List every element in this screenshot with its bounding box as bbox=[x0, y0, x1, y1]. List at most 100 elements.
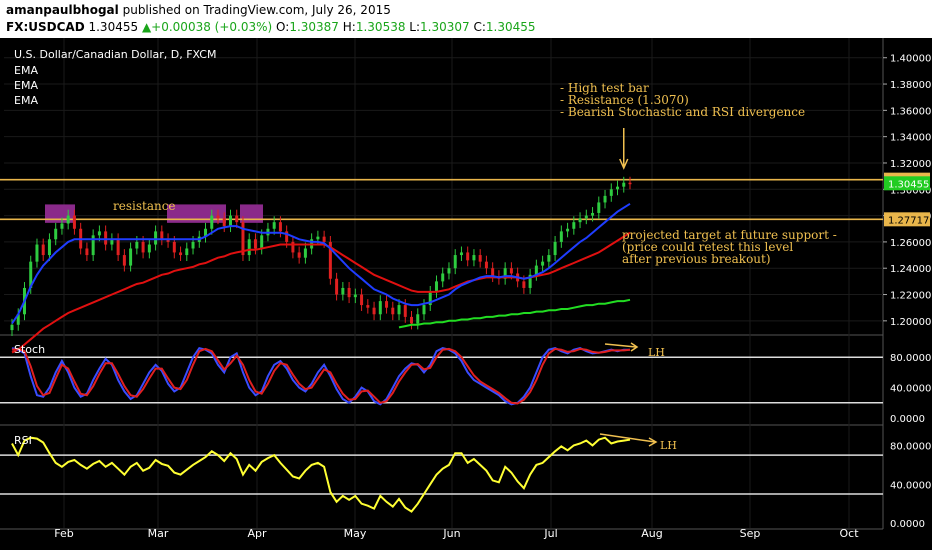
price-tick-label: 1.22000 bbox=[890, 291, 931, 302]
candle bbox=[410, 310, 414, 330]
candle-body bbox=[391, 307, 395, 315]
open-label: O: bbox=[276, 20, 290, 34]
axes: Feb Mar Apr May Jun Jul Aug Sep Oct 1.40000 1.3800… bbox=[54, 54, 931, 540]
candle-body bbox=[291, 241, 295, 253]
candle-body bbox=[441, 273, 445, 282]
price-tick-label: 1.30000 bbox=[890, 185, 931, 196]
open-value: 1.30387 bbox=[289, 20, 339, 34]
candle-body bbox=[35, 244, 39, 262]
candle-body bbox=[166, 239, 170, 242]
candle-body bbox=[591, 212, 595, 216]
x-tick-label: May bbox=[344, 527, 367, 540]
candle-body bbox=[97, 231, 101, 236]
candle-body bbox=[278, 222, 282, 232]
stoch-pane bbox=[0, 342, 883, 406]
price-tick-label: 1.26000 bbox=[890, 238, 931, 249]
candle bbox=[328, 235, 332, 285]
candle bbox=[47, 233, 51, 261]
chart-background bbox=[0, 38, 932, 550]
x-tick-label: Sep bbox=[740, 527, 761, 540]
candle-body bbox=[228, 215, 232, 227]
candle bbox=[553, 235, 557, 261]
candle bbox=[366, 299, 370, 314]
candle bbox=[291, 235, 295, 259]
change-up-icon: ▲ bbox=[141, 20, 152, 34]
candle bbox=[466, 246, 470, 267]
x-tick-label: Jun bbox=[442, 527, 460, 540]
candle bbox=[416, 308, 420, 330]
candle bbox=[584, 209, 588, 225]
stoch-label: Stoch bbox=[14, 343, 45, 356]
candle-body bbox=[253, 239, 257, 249]
author-name[interactable]: amanpaulbhogal bbox=[6, 3, 119, 17]
candle bbox=[459, 246, 463, 261]
candle-body bbox=[466, 252, 470, 261]
candle-body bbox=[447, 268, 451, 274]
price-chart[interactable]: Feb Mar Apr May Jun Jul Aug Sep Oct 1.40000 1.3800… bbox=[0, 38, 932, 550]
candle bbox=[428, 285, 432, 311]
candle bbox=[572, 216, 576, 235]
candle-body bbox=[403, 305, 407, 317]
x-tick-label: Feb bbox=[54, 527, 73, 540]
candle bbox=[179, 246, 183, 261]
candle-body bbox=[416, 314, 420, 324]
x-tick-label: Apr bbox=[247, 527, 267, 540]
high-label: H: bbox=[342, 20, 356, 34]
candle bbox=[216, 209, 220, 225]
stoch-tick-label: 80.0000 bbox=[890, 353, 931, 364]
rsi-divergence-arrow-head bbox=[648, 437, 658, 447]
publish-line: amanpaulbhogal published on TradingView.… bbox=[6, 3, 391, 17]
candle bbox=[622, 176, 626, 193]
candle-body bbox=[204, 228, 208, 237]
candle-body bbox=[147, 244, 151, 253]
candle bbox=[547, 249, 551, 268]
stoch-tick-label: 40.0000 bbox=[890, 384, 931, 395]
candle-body bbox=[141, 241, 145, 253]
stoch-lh-label: LH bbox=[648, 346, 665, 359]
candle-body bbox=[185, 248, 189, 256]
candle-body bbox=[85, 248, 89, 256]
candle bbox=[347, 282, 351, 304]
chart-title: U.S. Dollar/Canadian Dollar, D, FXCM bbox=[14, 48, 216, 61]
candle bbox=[616, 180, 620, 196]
candle-body bbox=[478, 255, 482, 262]
candle-body bbox=[328, 241, 332, 279]
candle-body bbox=[129, 248, 133, 266]
candle-body bbox=[172, 241, 176, 253]
candle bbox=[228, 209, 232, 233]
candle-body bbox=[541, 261, 545, 266]
candle-body bbox=[397, 305, 401, 315]
stoch-divergence-arrow-head bbox=[630, 342, 639, 352]
candle-body bbox=[135, 241, 139, 249]
candle-body bbox=[547, 255, 551, 262]
candle-body bbox=[297, 252, 301, 258]
candle-body bbox=[322, 236, 326, 242]
rsi-lh-label: LH bbox=[660, 439, 677, 452]
rsi-tick-label: 0.0000 bbox=[890, 519, 925, 530]
candle-body bbox=[116, 239, 120, 256]
candle bbox=[609, 183, 613, 202]
candle bbox=[253, 233, 257, 255]
candle bbox=[378, 295, 382, 321]
candle bbox=[154, 225, 158, 251]
candle bbox=[160, 225, 164, 246]
candle-body bbox=[616, 186, 620, 190]
candle-body bbox=[347, 287, 351, 298]
candle-body bbox=[428, 291, 432, 306]
candle bbox=[54, 222, 58, 246]
candle bbox=[166, 233, 170, 248]
resistance-annotation: resistance bbox=[113, 199, 176, 213]
candle-body bbox=[578, 218, 582, 223]
level-price-tag bbox=[884, 212, 930, 227]
candle bbox=[147, 238, 151, 259]
legend-ema-1: EMA bbox=[14, 64, 38, 77]
candle bbox=[385, 295, 389, 314]
candle-body bbox=[104, 231, 108, 245]
resistance-zone-box bbox=[240, 204, 263, 223]
candle bbox=[41, 238, 45, 261]
candle bbox=[303, 242, 307, 264]
candle bbox=[122, 249, 126, 272]
candle-body bbox=[534, 265, 538, 275]
rsi-tick-label: 80.0000 bbox=[890, 441, 931, 452]
candle bbox=[116, 233, 120, 261]
